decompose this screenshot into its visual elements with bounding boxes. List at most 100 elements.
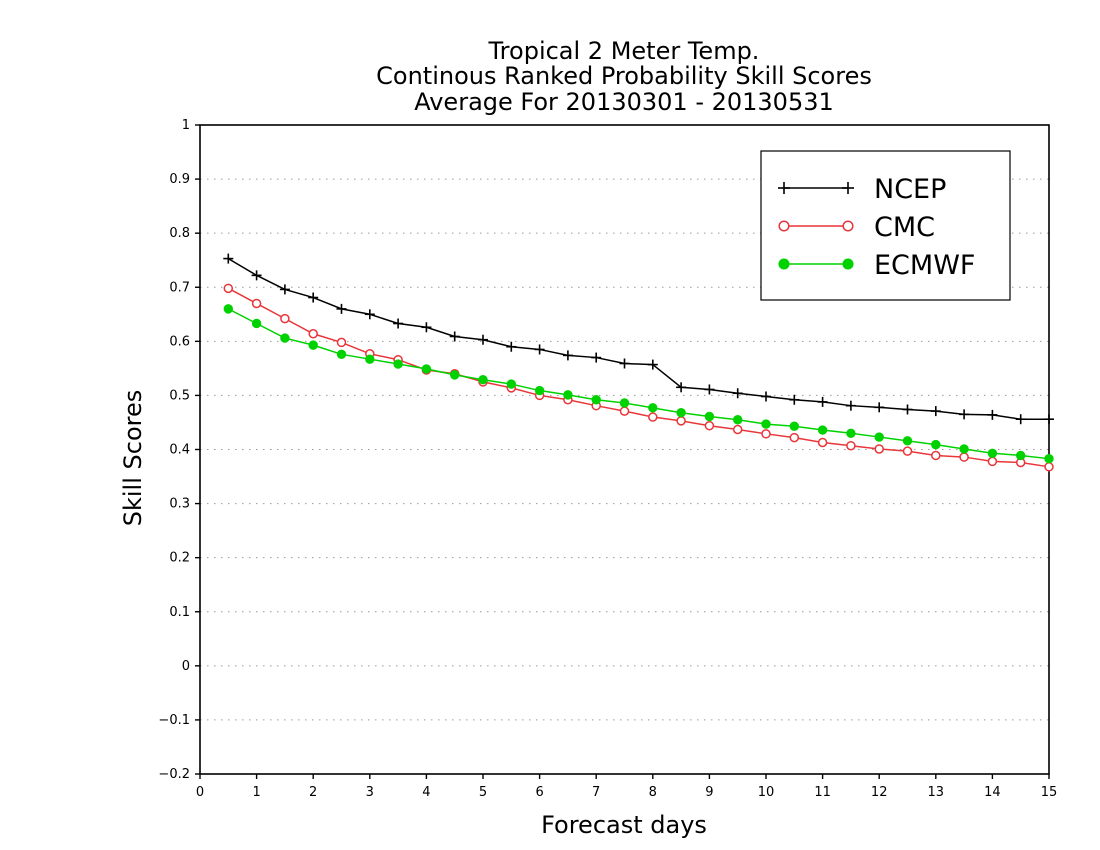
- data-point: [789, 394, 800, 405]
- x-tick-label: 7: [592, 785, 600, 800]
- data-point: [845, 400, 856, 411]
- data-point: [308, 340, 318, 350]
- x-tick-label: 2: [309, 785, 317, 800]
- data-point: [846, 440, 856, 451]
- data-point: [959, 452, 969, 462]
- data-point: [676, 416, 686, 426]
- data-point: [987, 448, 998, 458]
- gridlines: [200, 178, 1049, 721]
- data-point: [336, 303, 347, 314]
- chart-title-line-3: Average For 20130301 - 20130531: [414, 88, 834, 116]
- legend: NCEP CMC ECMWF: [760, 150, 1011, 301]
- data-point: [761, 391, 771, 402]
- x-tick-label: 0: [196, 785, 204, 800]
- data-point: [704, 411, 715, 422]
- y-tick-label: 1: [182, 118, 190, 133]
- data-point: [817, 396, 828, 407]
- data-point: [676, 382, 687, 393]
- series-lines: [223, 253, 1054, 472]
- data-point: [393, 318, 404, 329]
- legend-swatch-marker: [842, 182, 854, 194]
- data-point: [648, 412, 658, 422]
- data-point: [959, 409, 970, 420]
- y-tick-label: 0: [182, 659, 190, 674]
- data-point: [280, 333, 290, 343]
- data-point: [931, 439, 941, 450]
- data-point: [478, 334, 488, 345]
- data-point: [704, 384, 715, 395]
- data-point: [733, 415, 743, 425]
- data-point: [931, 450, 941, 461]
- data-point: [336, 349, 347, 360]
- legend-item-ncep: NCEP: [778, 174, 946, 205]
- data-point: [676, 408, 686, 418]
- y-tick-label: 0.6: [169, 334, 190, 349]
- data-point: [1015, 414, 1026, 425]
- axis-ticks: −0.2−0.100.10.20.30.40.50.60.70.80.910 1 2…: [158, 118, 1057, 800]
- series-cmc-line: [227, 287, 1050, 468]
- data-point: [789, 432, 800, 443]
- data-point: [563, 390, 573, 400]
- x-tick-label: 15: [1041, 785, 1058, 800]
- y-tick-label: 0.7: [169, 280, 190, 295]
- data-point: [251, 298, 262, 309]
- y-tick-label: −0.1: [158, 713, 190, 728]
- series-ncep: [223, 253, 1054, 425]
- data-point: [393, 359, 403, 369]
- x-tick-label: 10: [758, 785, 775, 800]
- data-point: [534, 385, 545, 396]
- data-point: [251, 318, 262, 329]
- legend-swatch-marker: [842, 220, 854, 232]
- data-point: [846, 428, 856, 438]
- legend-label-ncep: NCEP: [874, 174, 946, 205]
- x-tick-label: 1: [252, 785, 260, 800]
- data-point: [450, 370, 460, 380]
- data-point: [902, 446, 913, 456]
- data-point: [534, 344, 545, 355]
- data-point: [732, 388, 743, 399]
- data-point: [279, 284, 290, 295]
- legend-label-ecmwf: ECMWF: [874, 250, 975, 281]
- y-tick-label: 0.1: [169, 605, 190, 620]
- legend-item-ecmwf: ECMWF: [778, 250, 975, 281]
- legend-swatch-marker: [778, 258, 790, 270]
- legend-label-cmc: CMC: [874, 212, 935, 243]
- data-point: [562, 350, 573, 361]
- data-point: [365, 354, 375, 364]
- data-point: [223, 283, 234, 294]
- data-point: [223, 253, 234, 264]
- data-point: [902, 436, 913, 446]
- data-point: [619, 358, 630, 369]
- data-point: [902, 404, 913, 415]
- data-point: [280, 313, 290, 324]
- data-point: [789, 421, 799, 431]
- data-point: [308, 292, 319, 303]
- series-cmc: [223, 283, 1054, 472]
- data-point: [478, 375, 488, 385]
- data-point: [987, 409, 998, 420]
- data-point: [223, 304, 234, 314]
- data-point: [874, 402, 885, 413]
- data-point: [647, 359, 658, 370]
- data-point: [732, 424, 743, 435]
- x-tick-label: 14: [984, 785, 1001, 800]
- data-point: [421, 364, 432, 374]
- data-point: [1044, 453, 1054, 464]
- x-tick-label: 4: [422, 785, 430, 800]
- data-point: [761, 429, 771, 439]
- legend-item-cmc: CMC: [778, 212, 935, 243]
- y-tick-label: 0.5: [169, 388, 190, 403]
- data-point: [761, 419, 771, 429]
- y-tick-label: 0.4: [169, 443, 190, 458]
- data-point: [619, 406, 630, 416]
- chart-title-line-2: Continous Ranked Probability Skill Score…: [376, 62, 872, 90]
- data-point: [817, 425, 828, 435]
- chart-title-line-1: Tropical 2 Meter Temp.: [488, 37, 760, 65]
- x-tick-label: 8: [649, 785, 657, 800]
- data-point: [987, 456, 998, 467]
- series-ecmwf: [223, 304, 1054, 464]
- y-tick-label: −0.2: [158, 767, 190, 782]
- data-point: [1044, 462, 1054, 472]
- data-point: [817, 437, 828, 448]
